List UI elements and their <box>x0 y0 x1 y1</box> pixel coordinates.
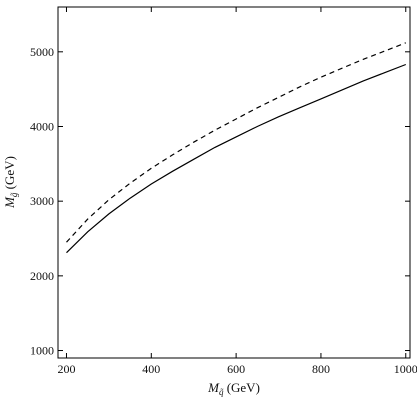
y-axis-ticks: 1000 2000 3000 4000 5000 <box>30 45 410 358</box>
series-line-solid <box>66 63 407 254</box>
y-axis-label-subscript: g̃ <box>9 192 19 197</box>
x-axis-label-symbol: M <box>207 380 220 395</box>
x-axis-label-subscript: q̃ <box>219 387 224 397</box>
series-line-dashed <box>66 42 407 243</box>
x-tick-label: 400 <box>142 362 160 376</box>
y-axis-label-symbol: M <box>2 196 17 209</box>
x-tick-label: 600 <box>227 362 245 376</box>
y-tick-label: 2000 <box>30 269 54 283</box>
x-axis-label-unit: (GeV) <box>223 380 259 395</box>
series-layer <box>66 42 407 254</box>
y-tick-label: 5000 <box>30 45 54 59</box>
x-tick-label: 800 <box>312 362 330 376</box>
x-tick-label: 1000 <box>394 362 417 376</box>
x-axis-ticks: 200 400 600 800 1000 <box>57 7 417 376</box>
plot-frame <box>57 6 411 359</box>
y-tick-label: 1000 <box>30 344 54 358</box>
y-axis-label: Mg̃ (GeV) <box>2 156 19 209</box>
x-tick-label: 200 <box>57 362 75 376</box>
y-tick-label: 4000 <box>30 119 54 133</box>
y-axis-label-unit: (GeV) <box>2 156 17 192</box>
x-axis-label: Mq̃ (GeV) <box>207 380 260 397</box>
y-tick-label: 3000 <box>30 194 54 208</box>
